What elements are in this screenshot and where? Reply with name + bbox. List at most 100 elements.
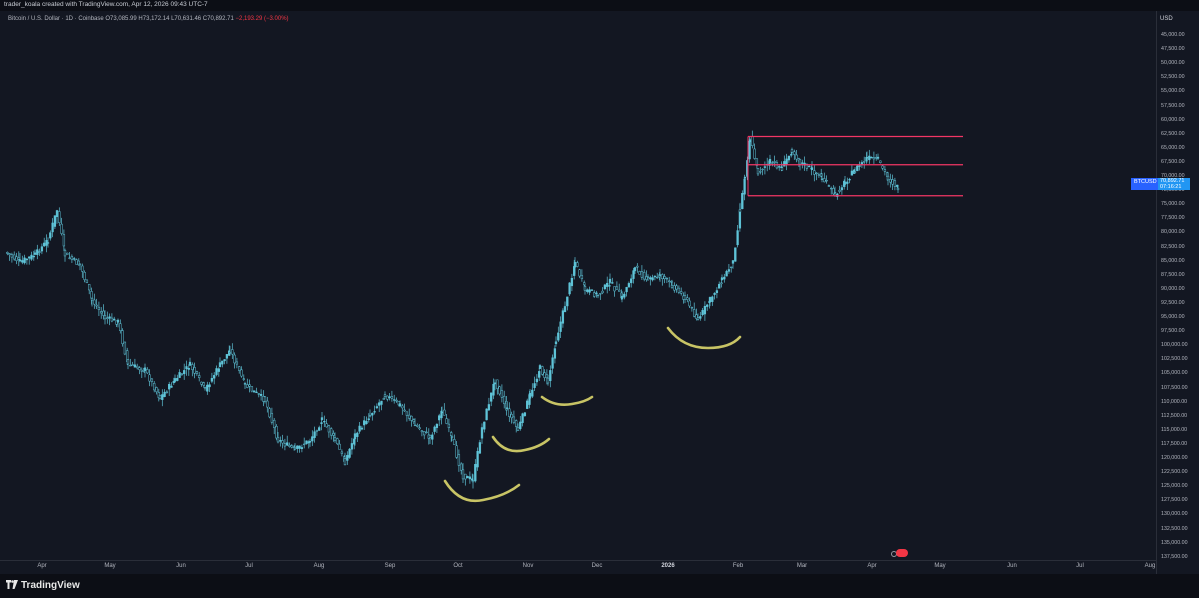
annotation-arc-2 bbox=[491, 435, 551, 453]
candle-body bbox=[18, 259, 22, 262]
candle-body bbox=[748, 139, 752, 143]
candle-body bbox=[827, 185, 831, 187]
candle-body bbox=[323, 421, 326, 423]
candle-body bbox=[840, 187, 844, 191]
price-tick: 135,000.00 bbox=[1161, 539, 1188, 546]
candle-body bbox=[360, 427, 364, 430]
candle-body bbox=[33, 252, 37, 255]
candle-body bbox=[336, 438, 339, 445]
candle-body bbox=[325, 423, 328, 428]
candle-body bbox=[293, 447, 297, 450]
candle-body bbox=[202, 382, 205, 386]
symbol-title: Bitcoin / U.S. Dollar · 1D · Coinbase bbox=[8, 16, 104, 22]
candle-body bbox=[375, 406, 379, 409]
candle-body bbox=[158, 395, 162, 399]
candle-body bbox=[353, 433, 357, 440]
candle-body bbox=[516, 427, 520, 431]
candle-body bbox=[879, 160, 882, 163]
candle-body bbox=[686, 297, 689, 300]
time-tick: Sep bbox=[384, 563, 396, 569]
candle-body bbox=[313, 431, 316, 438]
candle-body bbox=[623, 293, 626, 298]
candle-body bbox=[627, 283, 631, 288]
candle-body bbox=[150, 378, 154, 382]
currency-label[interactable]: USD bbox=[1160, 16, 1173, 22]
candle-body bbox=[333, 437, 337, 441]
candle-body bbox=[490, 392, 493, 402]
tradingview-brand[interactable]: TradingView bbox=[6, 580, 80, 591]
candle-body bbox=[187, 368, 190, 370]
price-tick: 50,000.00 bbox=[1161, 60, 1185, 67]
candle-body bbox=[833, 191, 837, 194]
candle-body bbox=[531, 389, 534, 397]
price-tick: 67,500.00 bbox=[1161, 158, 1185, 165]
price-tick: 110,000.00 bbox=[1161, 398, 1188, 405]
candle-body bbox=[168, 384, 171, 390]
candle-body bbox=[126, 359, 130, 365]
candle-body bbox=[583, 286, 587, 291]
candle-body bbox=[886, 175, 890, 181]
candle-body bbox=[180, 373, 184, 375]
candle-body bbox=[38, 251, 41, 253]
candle-body bbox=[743, 176, 747, 179]
candle-body bbox=[453, 439, 456, 445]
candle-body bbox=[431, 434, 434, 440]
candle-body bbox=[810, 167, 814, 171]
us-flag-event-icon[interactable] bbox=[896, 549, 908, 557]
candle-body bbox=[563, 306, 567, 313]
candle-body bbox=[798, 159, 802, 165]
candle-body bbox=[853, 171, 857, 173]
candle-body bbox=[613, 286, 616, 292]
candle-body bbox=[296, 445, 299, 449]
candle-body bbox=[661, 274, 664, 279]
price-tick: 82,500.00 bbox=[1161, 243, 1185, 250]
candle-body bbox=[358, 425, 361, 432]
candle-body bbox=[450, 432, 453, 436]
candle-body bbox=[311, 436, 314, 442]
time-tick: Jun bbox=[1007, 563, 1017, 569]
candle-body bbox=[386, 395, 389, 400]
price-tick: 80,000.00 bbox=[1161, 229, 1185, 236]
candle-body bbox=[856, 165, 859, 172]
candle-body bbox=[630, 278, 633, 284]
candle-body bbox=[485, 408, 488, 421]
candle-body bbox=[393, 399, 396, 401]
candle-body bbox=[40, 246, 44, 252]
candle-body bbox=[715, 290, 719, 293]
candle-body bbox=[720, 282, 723, 285]
candle-body bbox=[541, 366, 544, 375]
price-axis[interactable] bbox=[1156, 11, 1199, 574]
time-axis-border bbox=[0, 560, 1156, 561]
candle-body bbox=[727, 269, 731, 272]
candle-body bbox=[625, 287, 628, 293]
candle-body bbox=[243, 383, 247, 385]
candle-body bbox=[823, 178, 826, 183]
candle-body bbox=[738, 209, 742, 213]
candle-body bbox=[233, 354, 236, 364]
candle-body bbox=[763, 166, 767, 168]
candle-body bbox=[410, 415, 413, 421]
tag-symbol: BTCUSD bbox=[1134, 179, 1157, 185]
symbol-legend[interactable]: Bitcoin / U.S. Dollar · 1D · Coinbase O7… bbox=[8, 16, 289, 22]
candle-body bbox=[223, 359, 226, 362]
candle-body bbox=[795, 154, 798, 160]
chart-pane[interactable] bbox=[0, 11, 1199, 574]
candle-body bbox=[15, 256, 18, 261]
candle-body bbox=[308, 441, 312, 443]
candle-body bbox=[793, 151, 796, 155]
candle-body bbox=[461, 469, 465, 480]
candle-body bbox=[549, 370, 552, 382]
candle-body bbox=[433, 426, 436, 432]
candle-body bbox=[561, 310, 565, 324]
candle-body bbox=[780, 167, 784, 171]
candle-body bbox=[790, 149, 794, 153]
candle-body bbox=[636, 265, 639, 268]
candle-body bbox=[66, 252, 69, 255]
candle-body bbox=[545, 374, 549, 379]
time-tick: Aug bbox=[313, 563, 325, 569]
candle-body bbox=[508, 408, 511, 417]
candle-body bbox=[850, 170, 854, 176]
price-tick: 137,500.00 bbox=[1161, 553, 1188, 560]
candle-body bbox=[730, 266, 733, 269]
